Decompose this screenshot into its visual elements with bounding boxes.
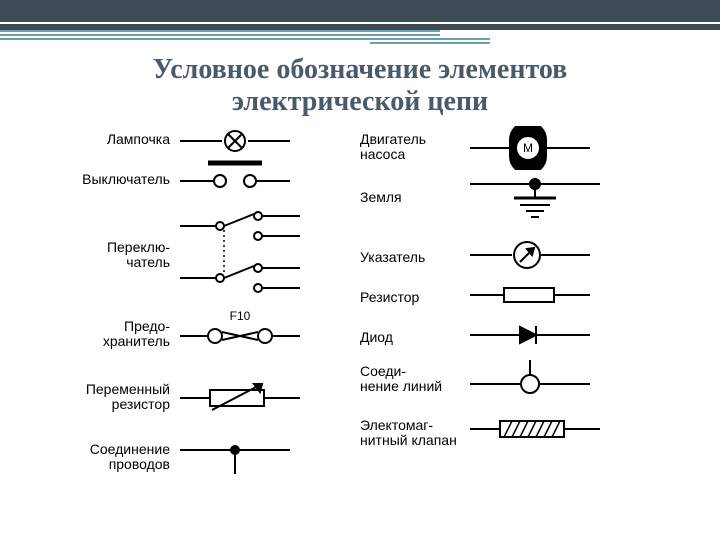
symbol-ground bbox=[470, 174, 600, 222]
symbol-diode bbox=[470, 322, 590, 348]
label-resistor: Резистор bbox=[360, 290, 470, 305]
title-line-2: электрической цепи bbox=[0, 86, 720, 118]
fuse-text: F10 bbox=[230, 310, 251, 323]
symbol-motor: М bbox=[470, 126, 590, 170]
title-line-1: Условное обозначение элементов bbox=[0, 54, 720, 86]
symbol-selector bbox=[180, 208, 300, 298]
decor-stripes-right bbox=[370, 38, 490, 46]
symbol-switch bbox=[180, 158, 290, 192]
label-valve: Электомаг- нитный клапан bbox=[360, 418, 470, 447]
symbol-lamp bbox=[180, 128, 290, 154]
symbol-valve bbox=[470, 414, 600, 444]
symbol-varres bbox=[180, 378, 300, 418]
label-ground: Земля bbox=[360, 190, 470, 205]
symbol-wirejoin bbox=[180, 434, 290, 474]
symbol-indicator bbox=[470, 238, 590, 272]
label-selector: Переклю- чатель bbox=[40, 240, 170, 269]
label-lamp: Лампочка bbox=[40, 132, 170, 147]
symbol-resistor bbox=[470, 282, 590, 308]
header-bar-top bbox=[0, 0, 720, 24]
symbol-linejoin bbox=[470, 360, 590, 400]
label-motor: Двигатель насоса bbox=[360, 132, 470, 161]
label-diode: Диод bbox=[360, 330, 470, 345]
label-fuse: Предо- хранитель bbox=[40, 319, 170, 348]
label-varres: Переменный резистор bbox=[40, 382, 170, 411]
svg-text:М: М bbox=[523, 141, 533, 155]
page-title: Условное обозначение элементов электриче… bbox=[0, 54, 720, 118]
label-wirejoin: Соединение проводов bbox=[40, 442, 170, 471]
label-linejoin: Соеди- нение линий bbox=[360, 364, 470, 393]
label-indicator: Указатель bbox=[360, 250, 470, 265]
symbol-fuse: F10 bbox=[180, 310, 300, 350]
label-switch: Выключатель bbox=[40, 172, 170, 187]
diagram-area: Лампочка Выключатель Переклю- чатель Пре… bbox=[40, 132, 680, 512]
